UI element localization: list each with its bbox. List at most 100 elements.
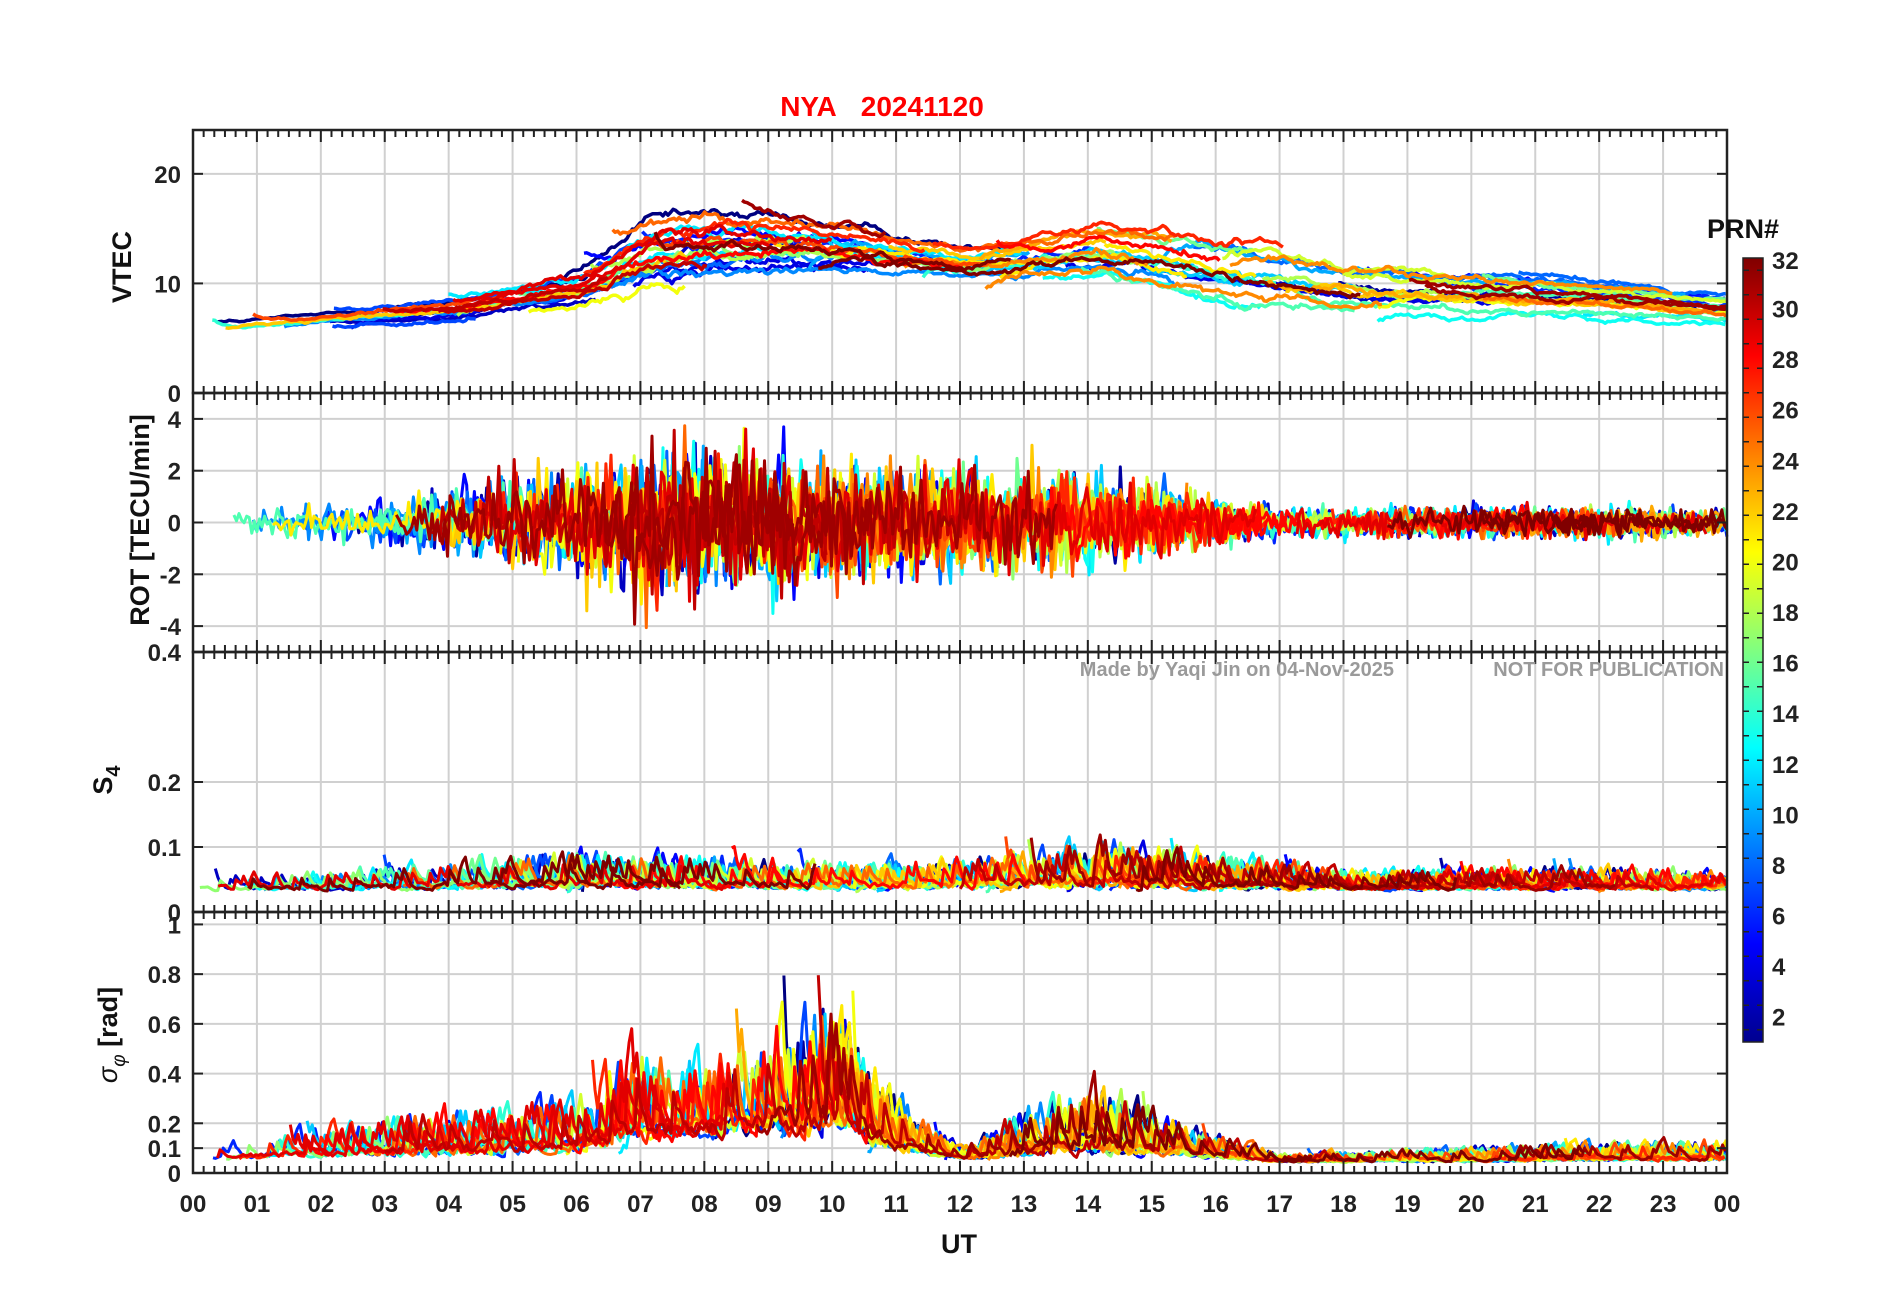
vtec-ylabel: VTEC [107,231,137,303]
y-tick-label: 0.2 [148,770,181,797]
prn-30-trace [384,1059,877,1155]
y-tick-label: 0.4 [148,640,182,667]
colorbar-tick-label: 18 [1772,600,1799,627]
y-tick-label: 0.4 [148,1062,182,1089]
y-tick-label: 2 [168,459,181,486]
prn-32-trace [1477,508,1729,539]
x-tick-label: 13 [1011,1191,1038,1218]
prn-30-trace [958,849,1498,891]
colorbar-tick-label: 26 [1772,398,1799,425]
y-tick-label: 1 [168,912,181,939]
colorbar-tick-label: 20 [1772,549,1799,576]
prn-32-trace [653,231,1011,273]
prn-30-trace [382,275,609,314]
y-tick-label: 0.8 [148,962,181,989]
x-tick-label: 01 [244,1191,271,1218]
x-tick-label: 18 [1330,1191,1357,1218]
s4-series [199,833,1729,894]
s4-ylabel: S4 [88,765,125,795]
x-tick-label: 10 [819,1191,846,1218]
prn-31-trace [1029,833,1436,891]
x-tick-label: 16 [1202,1191,1229,1218]
prn-27-trace [238,1117,448,1161]
x-tick-label: 07 [627,1191,654,1218]
y-tick-label: 0 [168,900,181,927]
prn-31-trace [755,1012,1160,1160]
y-tick-label: 0.1 [148,1136,181,1163]
prn-8-trace [1517,270,1726,297]
x-tick-label: 03 [371,1191,398,1218]
x-tick-label: 20 [1458,1191,1485,1218]
prn-27-trace [583,217,926,276]
prn-29-trace [459,236,772,312]
y-tick-label: 0 [168,1161,181,1188]
prn-31-trace [1507,1136,1727,1163]
prn-9-trace [600,264,1176,288]
x-tick-label: 15 [1138,1191,1165,1218]
colorbar-tick-label: 8 [1772,853,1785,880]
colorbar-gradient [1742,257,1764,1043]
x-tick-label: 00 [180,1191,207,1218]
x-tick-label: 22 [1586,1191,1613,1218]
x-tick-label: 02 [307,1191,334,1218]
y-tick-label: 4 [168,407,182,434]
rot-ylabel: ROT [TECU/min] [125,414,155,625]
prn-28-trace [995,234,1221,262]
x-tick-label: 21 [1522,1191,1549,1218]
y-tick-label: 0 [168,381,181,408]
colorbar-tick-label: 12 [1772,752,1799,779]
prn-13-trace [1042,269,1262,311]
x-tick-label: 08 [691,1191,718,1218]
prn-31-trace [1464,864,1616,892]
prn-24-trace [1229,254,1673,296]
prn-31-trace [394,434,869,587]
y-tick-label: 0.1 [148,835,181,862]
prn-30-trace [437,260,708,314]
y-tick-label: -2 [160,562,181,589]
title-station: NYA [780,91,837,122]
x-axis-ticks: 00 01 02 03 04 05 06 07 08 09 10 11 12 13 14 15 16 17 18 19… [180,1191,1741,1218]
prn-20-trace [527,282,686,314]
colorbar-tick-label: 30 [1772,297,1799,324]
prn-31-trace [1424,283,1728,312]
x-tick-label: 17 [1266,1191,1293,1218]
sigma-phi-ylabel: σφ [rad] [93,987,130,1083]
colorbar-tick-label: 32 [1772,248,1799,275]
prn-32-trace [1008,1104,1313,1164]
prn-32-trace [1264,1142,1585,1164]
x-tick-label: 19 [1394,1191,1421,1218]
y-tick-label: -4 [160,614,182,641]
colorbar-tick-label: 22 [1772,499,1799,526]
prn-27-trace [932,220,1284,252]
prn-32-trace [818,255,1361,300]
watermark-notice: NOT FOR PUBLICATION [1493,659,1724,681]
prn-31-trace [1408,277,1727,310]
watermark-author: Made by Yaqi Jin on 04-Nov-2025 [1080,659,1394,681]
prn-19-trace [1222,246,1451,279]
prn-15-trace [1295,289,1727,322]
x-tick-label: 12 [947,1191,974,1218]
x-tick-label: 04 [435,1191,462,1218]
prn-31-trace [741,198,887,239]
y-tick-label: 0.6 [148,1012,181,1039]
prn-32-trace [247,850,682,893]
title-date: 20241120 [861,91,984,122]
rot-panel: -4 -2 0 2 4 [160,391,1729,654]
colorbar-tick-label: 2 [1772,1005,1785,1032]
y-tick-label: 10 [154,271,181,298]
x-tick-label: 00 [1714,1191,1741,1218]
y-tick-label: 20 [154,162,181,189]
prn-24-trace [984,265,1383,310]
x-tick-label: 14 [1074,1191,1101,1218]
prn-7-trace [332,316,477,330]
sigma_phi-series [212,975,1729,1165]
x-axis-label: UT [941,1229,977,1259]
vtec-panel: 0 10 20 [154,128,1729,408]
colorbar-tick-label: 24 [1772,448,1799,475]
rot-series [232,424,1729,630]
colorbar-tick-label: 10 [1772,802,1799,829]
prn-13-trace [1376,310,1726,327]
prn-26-trace [252,294,504,323]
